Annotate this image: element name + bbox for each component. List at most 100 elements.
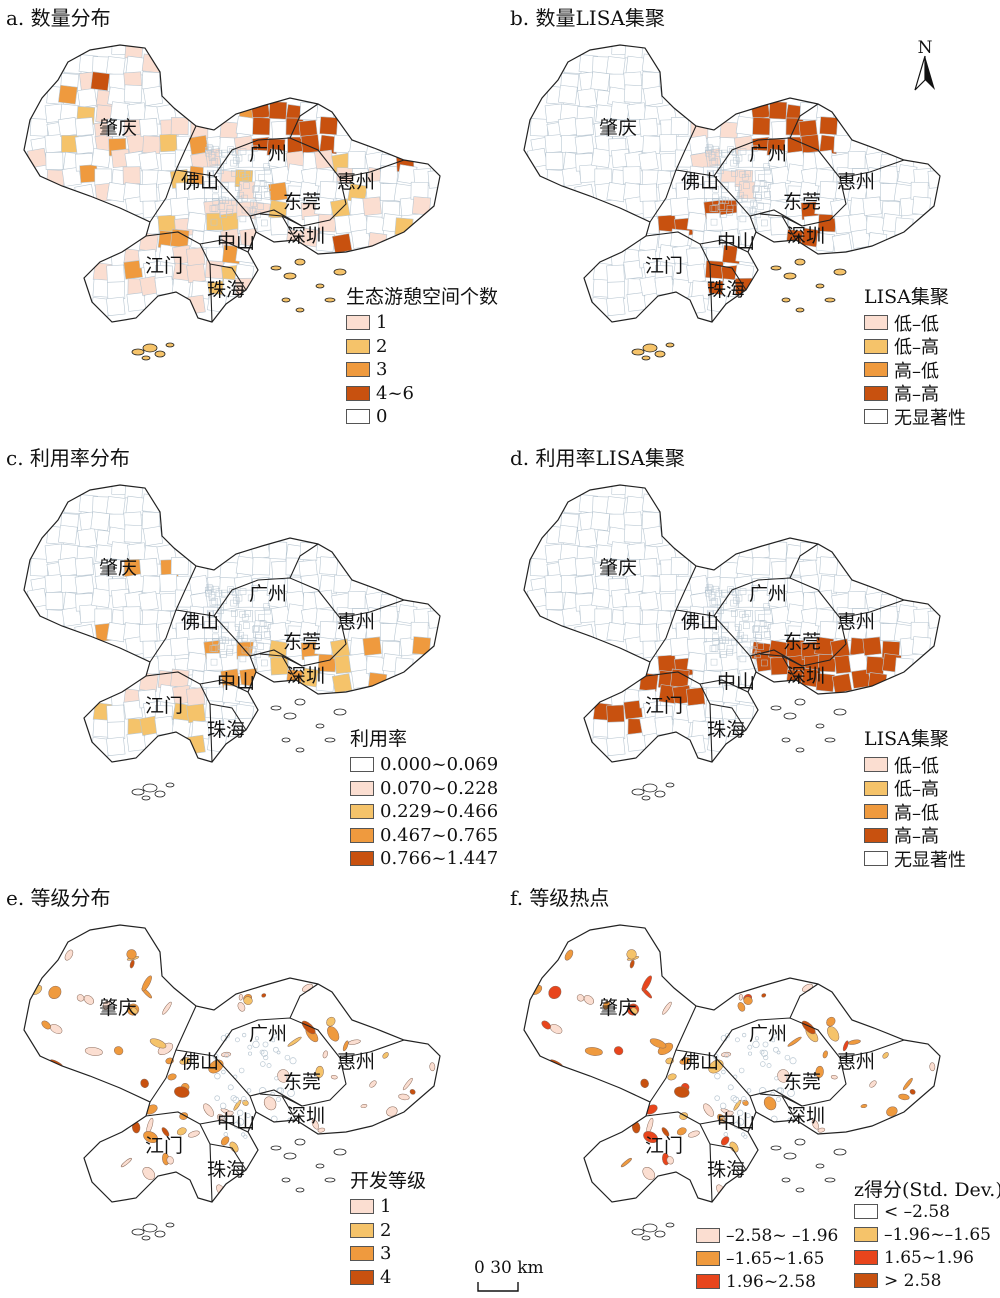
legend-swatch <box>864 780 888 796</box>
city-label: 江门 <box>645 255 683 277</box>
legend-label: 无显著性 <box>894 849 966 871</box>
legend-item: –1.65~1.65 <box>696 1247 838 1270</box>
city-label: 广州 <box>249 583 287 605</box>
legend-item: 2 <box>350 1219 426 1243</box>
city-label: 惠州 <box>337 611 375 633</box>
city-label: 东莞 <box>283 191 321 213</box>
legend-item: 1.65~1.96 <box>854 1246 991 1269</box>
legend-title: 生态游憩空间个数 <box>346 286 499 308</box>
legend-item: 无显著性 <box>864 405 966 429</box>
legend-swatch <box>864 315 888 331</box>
legend-item: 4~6 <box>346 382 498 406</box>
legend-label: 0.000~0.069 <box>380 754 499 776</box>
legend-label: 低–高 <box>894 337 939 359</box>
city-label: 江门 <box>145 695 183 717</box>
legend-swatch <box>864 362 888 378</box>
city-label: 深圳 <box>787 1105 825 1127</box>
north-label: N <box>918 38 933 58</box>
legend-label: 高–低 <box>894 360 939 382</box>
legend-swatch <box>350 851 374 867</box>
legend-item: 高–高 <box>864 382 966 406</box>
city-label: 东莞 <box>783 191 821 213</box>
city-label: 惠州 <box>337 1051 375 1073</box>
legend-item: 1 <box>346 311 498 335</box>
panel-d-utilization-lisa: d. 利用率LISA集聚 肇庆 广州 佛山 惠州 东莞 中山 深圳 江门 珠海 <box>500 440 1000 880</box>
city-label: 东莞 <box>783 1071 821 1093</box>
legend-label: 高–高 <box>894 384 939 406</box>
legend-label: 高–高 <box>894 826 939 848</box>
panel-e-grade-distribution: e. 等级分布 肇庆 广州 佛山 惠州 东莞 中山 深圳 江门 珠海 <box>0 880 500 1293</box>
legend-item: 4 <box>350 1266 426 1290</box>
city-label: 江门 <box>145 1135 183 1157</box>
city-label: 珠海 <box>707 719 745 741</box>
legend-swatch <box>346 338 370 354</box>
legend-c: 利用率 0.000~0.069 0.070~0.228 0.229~0.466 0.4… <box>350 724 498 871</box>
city-label: 东莞 <box>783 631 821 653</box>
city-label: 广州 <box>749 583 787 605</box>
legend-swatch <box>854 1227 878 1242</box>
legend-swatch <box>350 1246 374 1262</box>
city-label: 珠海 <box>207 719 245 741</box>
legend-b: LISA集聚 低–低 低–高 高–低 高–高 无显著性 <box>864 282 966 429</box>
legend-item: 低–高 <box>864 777 966 801</box>
panel-a-quantity-distribution: a. 数量分布 肇庆 广州 佛山 惠州 东莞 中山 深圳 江门 珠海 <box>0 0 500 440</box>
city-label: 肇庆 <box>599 997 637 1019</box>
legend-label: 0.766~1.447 <box>380 848 499 870</box>
legend-item: < –2.58 <box>854 1200 991 1223</box>
legend-swatch <box>864 409 888 425</box>
city-label: 江门 <box>645 695 683 717</box>
legend-title: 利用率 <box>350 728 408 750</box>
legend-d: LISA集聚 低–低 低–高 高–低 高–高 无显著性 <box>864 724 966 871</box>
legend-item: 0.467~0.765 <box>350 824 498 848</box>
city-label: 深圳 <box>287 665 325 687</box>
legend-item: 2 <box>346 335 498 359</box>
legend-label: 0.070~0.228 <box>380 777 499 799</box>
legend-swatch <box>350 780 374 796</box>
legend-label: 1.96~2.58 <box>726 1271 816 1292</box>
legend-swatch <box>346 315 370 331</box>
legend-swatch <box>864 851 888 867</box>
legend-label: < –2.58 <box>884 1201 950 1222</box>
legend-swatch <box>854 1250 878 1265</box>
legend-label: 1.65~1.96 <box>884 1247 974 1268</box>
legend-item: 0 <box>346 405 498 429</box>
legend-swatch <box>864 804 888 820</box>
legend-item: 0.229~0.466 <box>350 800 498 824</box>
city-label: 珠海 <box>707 279 745 301</box>
city-label: 珠海 <box>707 1159 745 1181</box>
legend-item: 0.000~0.069 <box>350 753 498 777</box>
legend-swatch <box>696 1228 720 1243</box>
legend-swatch <box>696 1274 720 1289</box>
legend-item: –2.58~ –1.96 <box>696 1224 838 1247</box>
city-label: 珠海 <box>207 1159 245 1181</box>
legend-swatch <box>854 1204 878 1219</box>
panel-b-quantity-lisa: b. 数量LISA集聚 肇庆 广州 佛山 惠州 东莞 中山 深圳 江门 珠海 <box>500 0 1000 440</box>
legend-swatch <box>346 409 370 425</box>
legend-label: 0 <box>376 406 388 428</box>
city-label: 中山 <box>217 671 255 693</box>
legend-item: 3 <box>350 1242 426 1266</box>
city-label: 佛山 <box>181 171 219 193</box>
city-label: 广州 <box>249 1023 287 1045</box>
scale-bar-line <box>477 1282 519 1292</box>
city-label: 珠海 <box>207 279 245 301</box>
city-label: 佛山 <box>681 171 719 193</box>
panel-title: c. 利用率分布 <box>6 446 130 470</box>
legend-label: 3 <box>380 1243 392 1265</box>
city-label: 肇庆 <box>99 117 137 139</box>
legend-item: 低–低 <box>864 311 966 335</box>
city-label: 佛山 <box>681 611 719 633</box>
legend-swatch <box>346 385 370 401</box>
city-label: 东莞 <box>283 1071 321 1093</box>
legend-label: 低–高 <box>894 779 939 801</box>
legend-label: 4 <box>380 1266 392 1288</box>
legend-item: 低–高 <box>864 335 966 359</box>
legend-swatch <box>864 338 888 354</box>
legend-title: LISA集聚 <box>864 286 949 308</box>
legend-item: 1 <box>350 1195 426 1219</box>
city-label: 中山 <box>717 231 755 253</box>
